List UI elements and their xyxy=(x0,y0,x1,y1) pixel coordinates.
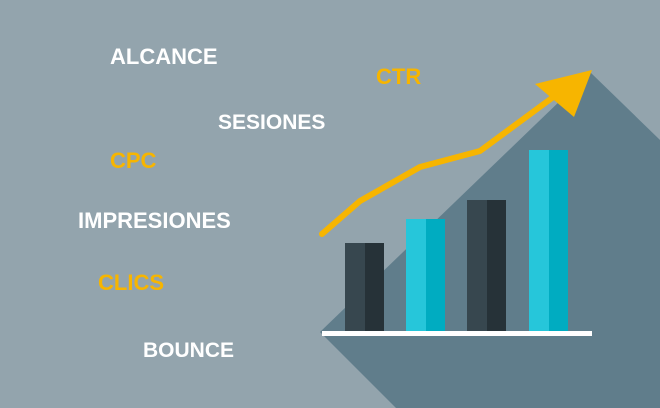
word-bounce: BOUNCE xyxy=(143,339,235,362)
trend-line xyxy=(319,92,559,237)
bar-2-side xyxy=(426,219,445,331)
bar-1-front xyxy=(345,243,365,331)
bar-4-side xyxy=(549,150,568,331)
bar-2-front xyxy=(406,219,426,331)
bar-1-side xyxy=(365,243,384,331)
bar-3-front xyxy=(467,200,487,331)
word-alcance: ALCANCE xyxy=(110,44,218,69)
baseline xyxy=(322,331,592,336)
trend-arrow-head-icon xyxy=(535,70,592,117)
word-impresiones: IMPRESIONES xyxy=(78,208,231,233)
bars-group xyxy=(345,150,568,331)
word-clics: CLICS xyxy=(98,270,164,295)
word-sesiones: SESIONES xyxy=(218,111,326,134)
word-cpc: CPC xyxy=(110,148,157,173)
bar-3-side xyxy=(487,200,506,331)
bar-4-front xyxy=(529,150,549,331)
word-ctr: CTR xyxy=(376,64,422,89)
